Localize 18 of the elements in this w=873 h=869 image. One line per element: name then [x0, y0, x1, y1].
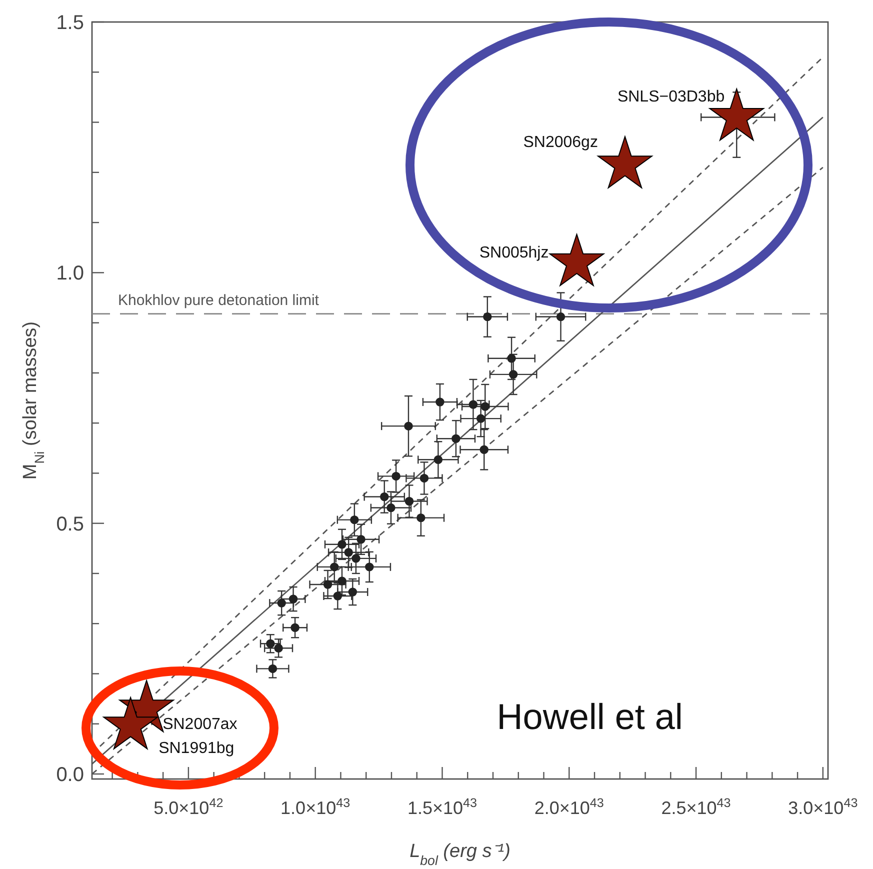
x-tick-label: 5.0×10$^{42}$ — [154, 796, 224, 818]
annotation: SN2007ax — [162, 716, 238, 733]
x-tick-label: 3.0×10$^{43}$ — [788, 796, 858, 818]
x-tick-label: 2.0×10$^{43}$ — [534, 796, 604, 818]
annotation: SN1991bg — [158, 740, 234, 757]
annotation: SNLS−03D3bb — [617, 88, 725, 106]
x-tick-label: 1.5×10$^{43}$ — [407, 796, 478, 818]
y-tick-label: 0.0 — [56, 764, 84, 786]
y-tick-label: 0.5 — [56, 513, 84, 536]
x-tick-label: 1.0×10$^{43}$ — [280, 796, 350, 818]
y-tick-label: 1.0 — [56, 262, 84, 285]
x-tick-label: 2.5×10$^{43}$ — [661, 796, 731, 818]
annotation: Howell et al — [496, 696, 683, 737]
x-axis-title: L$_{bol}$ (erg s⁻¹) — [410, 841, 510, 868]
annotation: SN2006gz — [523, 134, 598, 151]
annotation: SN005hjz — [479, 244, 549, 262]
ref-line-label: Khokhlov pure detonation limit — [118, 292, 320, 309]
y-tick-label: 1.5 — [56, 12, 84, 34]
